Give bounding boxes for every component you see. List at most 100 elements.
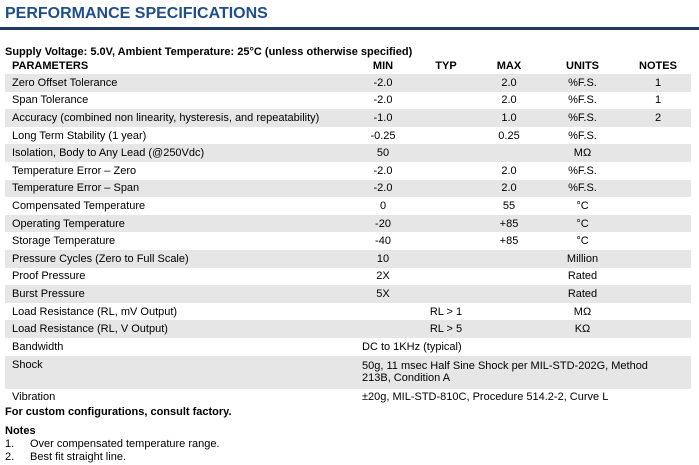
notes (625, 303, 691, 321)
spec-row: Compensated Temperature 0 55 °C (5, 197, 691, 215)
column-header: NOTES (639, 60, 677, 72)
typ (414, 92, 478, 110)
units: Rated (567, 287, 598, 300)
notes (625, 162, 691, 180)
column-header: MIN (372, 60, 394, 72)
typ (414, 285, 478, 303)
spec-row: Long Term Stability (1 year) -0.25 0.25 %F.… (5, 127, 691, 145)
notes: 2 (654, 111, 662, 124)
spec: ±20g, MIL-STD-810C, Procedure 514.2-2, C… (362, 391, 609, 404)
spec-row: Accuracy (combined non linearity, hyster… (5, 109, 691, 127)
spec-row: Temperature Error – Zero -2.0 2.0 %F.S. (5, 162, 691, 180)
spec: 50g, 11 msec Half Sine Shock per MIL-STD… (362, 360, 648, 384)
max (478, 320, 540, 338)
spec-row: Bandwidth DC to 1KHz (typical) (5, 338, 691, 356)
parameter: Proof Pressure (12, 270, 86, 283)
min: 10 (376, 252, 390, 265)
notes (625, 127, 691, 145)
min: -2.0 (373, 76, 393, 89)
units: %F.S. (568, 111, 597, 124)
typ: RL > 5 (429, 323, 463, 336)
note-number: 1. (5, 438, 15, 450)
units: Million (566, 252, 599, 265)
spec-row: Burst Pressure 5X Rated (5, 285, 691, 303)
typ (414, 74, 478, 92)
min: -2.0 (373, 94, 393, 107)
units: %F.S. (568, 182, 597, 195)
units: °C (576, 217, 589, 230)
spec: DC to 1KHz (typical) (362, 340, 462, 353)
units: °C (576, 235, 589, 248)
footer: For custom configurations, consult facto… (5, 406, 232, 418)
min: -0.25 (370, 129, 396, 142)
typ (414, 109, 478, 127)
max: 55 (502, 199, 516, 212)
parameter: Accuracy (combined non linearity, hyster… (12, 111, 320, 124)
max (478, 303, 540, 321)
min: -40 (375, 235, 391, 248)
note: 1. Over compensated temperature range. (5, 438, 220, 450)
spec-row: Vibration ±20g, MIL-STD-810C, Procedure 5… (5, 389, 691, 407)
units: %F.S. (568, 164, 597, 177)
notes-title: Notes (5, 425, 36, 437)
min: -1.0 (373, 111, 393, 124)
max (478, 285, 540, 303)
parameter: Temperature Error – Span (12, 182, 140, 195)
max: 0.25 (498, 129, 520, 142)
spec-row: Shock 50g, 11 msec Half Sine Shock per MI… (5, 355, 691, 389)
parameter: Operating Temperature (12, 217, 125, 230)
parameter: Storage Temperature (12, 235, 116, 248)
parameter: Compensated Temperature (12, 199, 146, 212)
notes (625, 250, 691, 268)
max: 1.0 (501, 111, 517, 124)
min: 50 (376, 147, 390, 160)
max (478, 144, 540, 162)
max: 2.0 (501, 94, 517, 107)
max (478, 250, 540, 268)
spec-row: Temperature Error – Span -2.0 2.0 %F.S. (5, 179, 691, 198)
column-header: UNITS (566, 60, 599, 72)
min (352, 320, 414, 338)
conditions: Supply Voltage: 5.0V, Ambient Temperatur… (5, 46, 413, 58)
spec-row: Pressure Cycles (Zero to Full Scale) 10 Mi… (5, 249, 691, 268)
min: -2.0 (373, 164, 393, 177)
spec-row: Load Resistance (RL, V Output) RL > 5 KΩ (5, 320, 691, 338)
notes (625, 232, 691, 250)
typ (414, 197, 478, 215)
spec-row: Isolation, Body to Any Lead (@250Vdc) 50 M… (5, 144, 691, 162)
parameter: Vibration (12, 391, 56, 404)
typ (414, 144, 478, 162)
max: +85 (499, 217, 519, 230)
notes (625, 285, 691, 303)
note-text: Best fit straight line. (30, 451, 126, 463)
max: 2.0 (501, 164, 517, 177)
parameter: Isolation, Body to Any Lead (@250Vdc) (12, 147, 205, 160)
units: MΩ (573, 147, 592, 160)
max: 2.0 (501, 76, 517, 89)
spec-row: Proof Pressure 2X Rated (5, 268, 691, 286)
parameter: Bandwidth (12, 340, 64, 353)
max: 2.0 (501, 182, 517, 195)
min: 0 (379, 199, 387, 212)
spec-row: Storage Temperature -40 +85 °C (5, 232, 691, 250)
units: %F.S. (568, 129, 597, 142)
note: 2. Best fit straight line. (5, 451, 126, 463)
spec-row: Load Resistance (RL, mV Output) RL > 1 MΩ (5, 303, 691, 321)
parameter: Load Resistance (RL, V Output) (12, 323, 168, 336)
note-text: Over compensated temperature range. (30, 438, 220, 450)
spec-row: Zero Offset Tolerance -2.0 2.0 %F.S. 1 (5, 74, 691, 92)
parameter: Shock (12, 358, 43, 371)
title-rule (0, 27, 699, 30)
parameter: Zero Offset Tolerance (12, 76, 118, 89)
typ (414, 180, 478, 198)
parameter: Span Tolerance (12, 94, 89, 107)
parameter: Burst Pressure (12, 287, 85, 300)
max: +85 (499, 235, 519, 248)
notes (625, 268, 691, 286)
column-header: TYP (435, 60, 457, 72)
typ (414, 127, 478, 145)
parameter: Load Resistance (RL, mV Output) (12, 305, 178, 318)
units: %F.S. (568, 94, 597, 107)
min: -20 (375, 217, 391, 230)
column-header: MAX (496, 60, 522, 72)
